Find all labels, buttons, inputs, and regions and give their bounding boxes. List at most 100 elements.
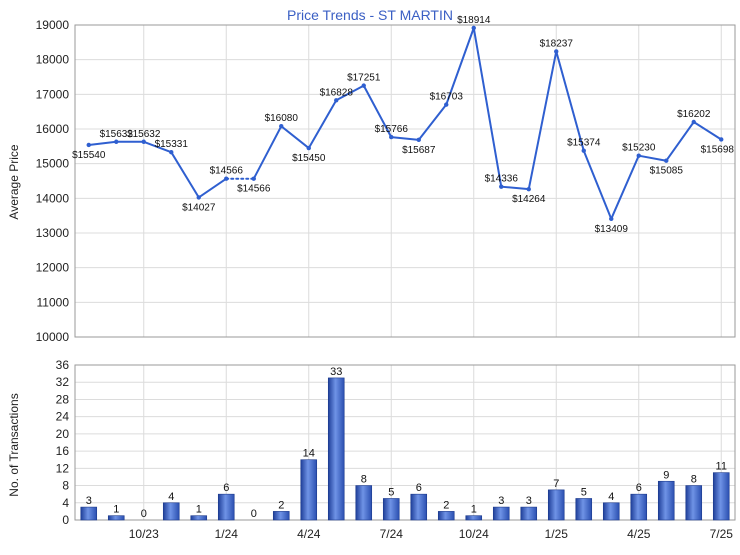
price-line-segment <box>582 149 613 220</box>
price-plot-frame <box>74 24 736 338</box>
transaction-bar <box>465 515 483 521</box>
price-line-segment <box>445 26 475 106</box>
price-line-segment <box>417 103 448 141</box>
price-point <box>196 195 201 200</box>
price-point <box>361 83 366 88</box>
price-tick-label: 17000 <box>36 87 70 101</box>
transaction-value-label: 4 <box>168 491 174 503</box>
month-tick-label: 1/24 <box>215 527 239 541</box>
transaction-value-label: 5 <box>581 486 587 498</box>
price-data-label: $13409 <box>595 224 629 235</box>
price-point <box>389 134 394 140</box>
price-point <box>719 137 724 142</box>
month-tick-label: 1/25 <box>545 527 569 541</box>
price-data-label: $14566 <box>210 166 244 177</box>
transaction-value-label: 7 <box>553 478 559 490</box>
transaction-bar <box>602 502 620 521</box>
price-data-label: $15230 <box>622 143 656 154</box>
transaction-value-label: 3 <box>498 495 504 507</box>
price-point <box>169 149 174 155</box>
price-data-label: $15331 <box>155 139 189 150</box>
transaction-value-label: 2 <box>443 499 449 511</box>
price-point <box>306 145 311 151</box>
price-data-label: $15085 <box>650 166 684 177</box>
transaction-bar <box>520 506 538 521</box>
price-point <box>224 176 229 181</box>
price-data-label: $14336 <box>485 174 519 185</box>
price-tick-label: 12000 <box>36 261 70 275</box>
transaction-value-label: 1 <box>471 504 477 516</box>
price-line-segment <box>665 120 695 162</box>
transaction-value-label: 6 <box>636 482 642 494</box>
price-line-segment <box>472 26 503 188</box>
price-point <box>279 124 284 129</box>
transaction-value-label: 8 <box>361 474 367 486</box>
transactions-tick-label: 24 <box>56 410 70 424</box>
price-tick-label: 10000 <box>36 330 70 344</box>
price-tick-label: 15000 <box>36 157 70 171</box>
transaction-bar <box>547 489 565 521</box>
transaction-value-label: 1 <box>113 504 119 516</box>
transaction-bar <box>657 480 675 521</box>
price-line-segment <box>335 84 365 102</box>
price-data-label: $15687 <box>402 145 436 156</box>
transactions-tick-label: 8 <box>62 479 69 493</box>
price-axis-label: Average Price <box>7 144 21 219</box>
transaction-bar <box>685 485 703 521</box>
price-point <box>416 137 421 143</box>
price-line-segment <box>87 140 118 146</box>
price-line-segment <box>362 84 393 139</box>
price-data-label: $14264 <box>512 194 546 205</box>
month-tick-label: 10/24 <box>459 527 489 541</box>
transactions-tick-label: 32 <box>56 375 70 389</box>
price-data-label: $15766 <box>375 124 409 135</box>
price-point <box>471 25 476 31</box>
price-point <box>636 153 641 158</box>
price-tick-label: 14000 <box>36 191 70 205</box>
transactions-tick-label: 16 <box>56 444 70 458</box>
price-data-label: $17251 <box>347 73 381 84</box>
price-tick-label: 19000 <box>36 18 70 32</box>
transactions-tick-label: 12 <box>56 461 70 475</box>
transaction-value-label: 33 <box>330 366 342 378</box>
transaction-bar <box>162 502 180 521</box>
transaction-bar <box>190 515 208 521</box>
price-data-label: $18237 <box>540 38 574 49</box>
transaction-value-label: 2 <box>278 499 284 511</box>
transaction-bar <box>382 498 400 521</box>
price-line-segment <box>527 50 558 191</box>
price-point <box>581 148 586 153</box>
price-point <box>664 158 669 163</box>
month-tick-label: 4/25 <box>627 527 651 541</box>
price-tick-label: 11000 <box>37 295 70 309</box>
price-tick-label: 16000 <box>36 122 70 136</box>
price-data-label: $16828 <box>320 87 354 98</box>
transactions-plot-frame <box>74 364 736 521</box>
transaction-value-label: 14 <box>303 448 315 460</box>
transaction-bar <box>272 511 290 521</box>
price-data-label: $15450 <box>292 153 326 164</box>
month-tick-label: 10/23 <box>129 527 159 541</box>
transaction-bar <box>410 493 428 521</box>
month-tick-label: 4/24 <box>297 527 321 541</box>
transaction-bar <box>630 493 648 521</box>
transaction-value-label: 4 <box>608 491 614 503</box>
price-line-segment <box>197 177 228 199</box>
price-point <box>691 119 696 125</box>
price-line-chart: 10000 11000 12000 13000 14000 15000 16000 17000… <box>36 15 736 344</box>
transaction-value-label: 9 <box>663 469 669 481</box>
price-line-segment <box>390 136 420 141</box>
transaction-value-label: 0 <box>251 508 257 520</box>
price-data-label: $15632 <box>127 129 161 140</box>
price-line-segment <box>142 140 173 154</box>
price-line-segment <box>170 151 200 199</box>
price-line-segment <box>692 120 723 141</box>
price-data-label: $14027 <box>182 202 216 213</box>
transaction-value-label: 8 <box>691 474 697 486</box>
price-line-segment <box>307 99 338 150</box>
transaction-value-label: 0 <box>141 508 147 520</box>
transaction-value-label: 6 <box>416 482 422 494</box>
chart-title: Price Trends - ST MARTIN <box>287 7 453 23</box>
